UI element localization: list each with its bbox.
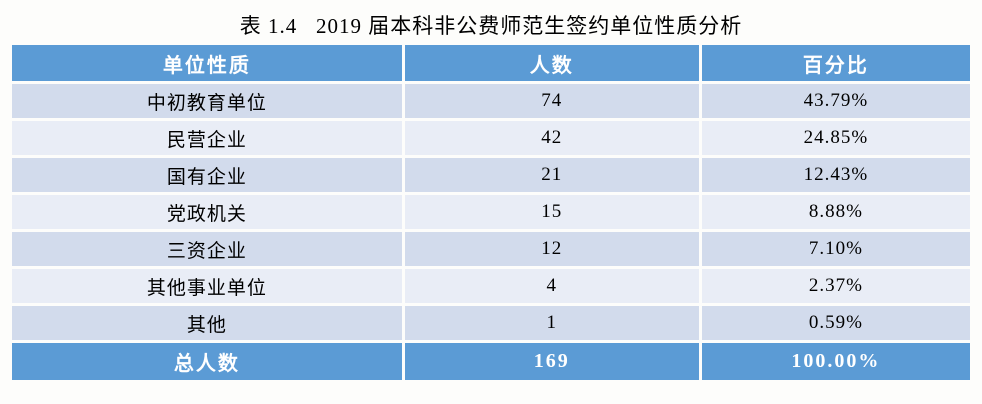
cell-count: 4: [404, 269, 702, 306]
cell-percent: 24.85%: [701, 121, 970, 158]
total-label-cell: 总人数: [12, 343, 405, 380]
column-header-nature: 单位性质: [12, 45, 405, 84]
table-row: 民营企业 42 24.85%: [12, 121, 970, 158]
cell-percent: 0.59%: [701, 306, 970, 343]
cell-nature: 党政机关: [12, 195, 405, 232]
cell-nature: 国有企业: [12, 158, 405, 195]
cell-count: 21: [404, 158, 702, 195]
table-row: 三资企业 12 7.10%: [12, 232, 970, 269]
cell-count: 42: [404, 121, 702, 158]
unit-nature-table: 单位性质 人数 百分比 中初教育单位 74 43.79% 民营企业 42 24.85% 国有…: [12, 45, 970, 380]
cell-count: 1: [404, 306, 702, 343]
cell-nature: 民营企业: [12, 121, 405, 158]
cell-percent: 8.88%: [701, 195, 970, 232]
cell-nature: 其他: [12, 306, 405, 343]
table-row: 其他 1 0.59%: [12, 306, 970, 343]
total-percent-cell: 100.00%: [701, 343, 970, 380]
cell-nature: 中初教育单位: [12, 84, 405, 121]
total-row: 总人数 169 100.00%: [12, 343, 970, 380]
table-row: 中初教育单位 74 43.79%: [12, 84, 970, 121]
cell-count: 15: [404, 195, 702, 232]
cell-count: 74: [404, 84, 702, 121]
cell-percent: 7.10%: [701, 232, 970, 269]
cell-percent: 2.37%: [701, 269, 970, 306]
column-header-count: 人数: [404, 45, 702, 84]
total-count-cell: 169: [404, 343, 702, 380]
table-title: 表 1.4 2019 届本科非公费师范生签约单位性质分析: [239, 14, 743, 38]
cell-nature: 三资企业: [12, 232, 405, 269]
cell-percent: 12.43%: [701, 158, 970, 195]
header-row: 单位性质 人数 百分比: [12, 45, 970, 84]
cell-count: 12: [404, 232, 702, 269]
cell-percent: 43.79%: [701, 84, 970, 121]
cell-nature: 其他事业单位: [12, 269, 405, 306]
column-header-percent: 百分比: [701, 45, 970, 84]
table-row: 其他事业单位 4 2.37%: [12, 269, 970, 306]
table-row: 国有企业 21 12.43%: [12, 158, 970, 195]
table-row: 党政机关 15 8.88%: [12, 195, 970, 232]
table-body: 中初教育单位 74 43.79% 民营企业 42 24.85% 国有企业 21 12.43% 党政…: [12, 84, 970, 343]
